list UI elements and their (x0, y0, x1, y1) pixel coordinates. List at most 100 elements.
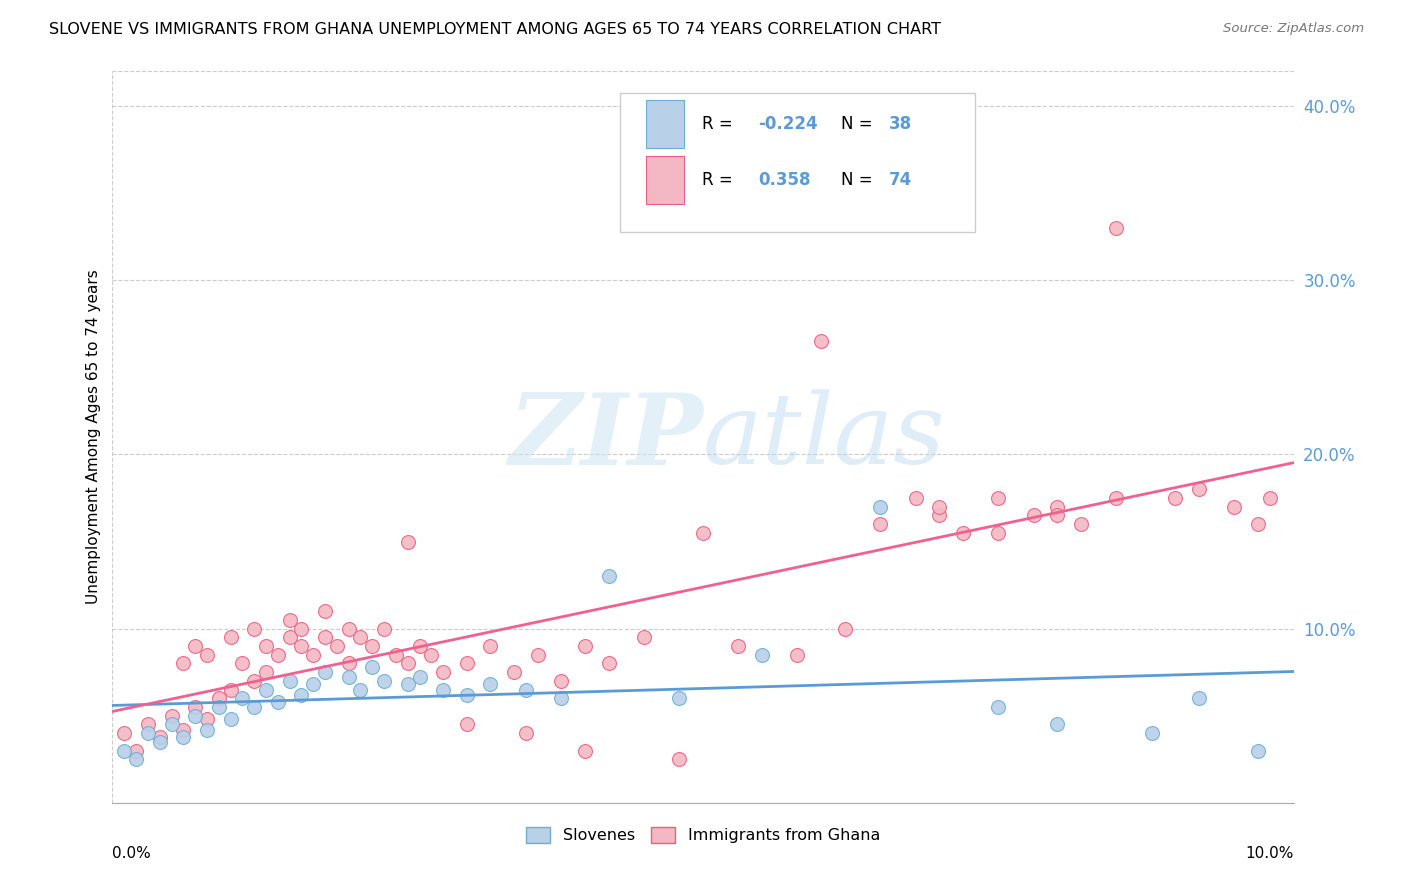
Point (337, 622, 360, 636)
Point (219, 631, 242, 645)
Point (361, 660, 384, 674)
Text: SLOVENE VS IMMIGRANTS FROM GHANA UNEMPLOYMENT AMONG AGES 65 TO 74 YEARS CORRELAT: SLOVENE VS IMMIGRANTS FROM GHANA UNEMPLO… (49, 22, 941, 37)
Point (112, 743, 135, 757)
Point (1070, 517, 1092, 532)
Text: 38: 38 (889, 115, 911, 133)
Point (208, 691, 231, 706)
FancyBboxPatch shape (620, 94, 974, 232)
Point (1140, 726, 1163, 740)
Point (432, 682, 454, 697)
Point (1223, 500, 1246, 514)
Text: atlas: atlas (703, 390, 946, 484)
Point (302, 648, 325, 662)
Point (598, 657, 620, 671)
Text: Source: ZipAtlas.com: Source: ZipAtlas.com (1223, 22, 1364, 36)
Point (373, 673, 395, 688)
Point (136, 717, 159, 731)
Point (526, 648, 548, 662)
Text: ZIP: ZIP (508, 389, 703, 485)
Point (337, 670, 360, 684)
Point (456, 717, 478, 731)
Point (668, 752, 690, 766)
Point (302, 677, 325, 691)
Point (373, 622, 395, 636)
Point (1164, 491, 1187, 505)
Point (396, 534, 419, 549)
Point (267, 648, 290, 662)
Text: 10.0%: 10.0% (1246, 847, 1294, 862)
Point (172, 657, 194, 671)
Point (160, 717, 183, 731)
Point (408, 639, 430, 653)
Point (456, 688, 478, 702)
Point (869, 500, 891, 514)
Point (149, 730, 172, 744)
Point (172, 723, 194, 737)
Point (219, 682, 242, 697)
Text: N =: N = (841, 115, 879, 133)
Point (987, 700, 1010, 714)
Point (574, 639, 596, 653)
Point (361, 639, 384, 653)
Point (136, 726, 159, 740)
Point (952, 525, 974, 540)
Point (254, 682, 277, 697)
Point (112, 726, 135, 740)
Text: -0.224: -0.224 (758, 115, 818, 133)
Point (1046, 717, 1069, 731)
Point (456, 657, 478, 671)
Point (195, 648, 218, 662)
Point (278, 673, 301, 688)
Point (1046, 500, 1069, 514)
Point (396, 677, 419, 691)
Point (195, 712, 218, 726)
Point (1105, 491, 1128, 505)
Point (432, 665, 454, 680)
Point (1046, 508, 1069, 523)
Point (834, 622, 856, 636)
Point (184, 708, 207, 723)
Point (195, 723, 218, 737)
Point (550, 673, 572, 688)
Point (243, 700, 266, 714)
Point (987, 491, 1010, 505)
Point (408, 670, 430, 684)
Point (231, 657, 253, 671)
Point (160, 708, 183, 723)
Point (314, 665, 336, 680)
Y-axis label: Unemployment Among Ages 65 to 74 years: Unemployment Among Ages 65 to 74 years (86, 269, 101, 605)
Point (515, 682, 537, 697)
Point (1105, 221, 1128, 235)
Point (337, 657, 360, 671)
Point (184, 700, 207, 714)
Bar (647, 100, 685, 148)
Point (278, 613, 301, 627)
Point (1247, 517, 1270, 532)
Point (125, 752, 148, 766)
Point (149, 735, 172, 749)
Point (479, 639, 502, 653)
Point (751, 648, 773, 662)
Point (184, 639, 207, 653)
Point (219, 712, 242, 726)
Point (349, 631, 371, 645)
Point (810, 334, 832, 349)
Point (349, 682, 371, 697)
Point (267, 695, 290, 709)
Text: N =: N = (841, 171, 879, 189)
Point (479, 677, 502, 691)
Point (1022, 508, 1045, 523)
Point (231, 691, 253, 706)
Point (385, 648, 408, 662)
Point (904, 491, 927, 505)
Text: 0.0%: 0.0% (112, 847, 152, 862)
Point (396, 657, 419, 671)
Point (326, 639, 349, 653)
Point (208, 700, 231, 714)
Text: 74: 74 (889, 171, 911, 189)
Point (290, 639, 312, 653)
Point (550, 691, 572, 706)
Text: 0.358: 0.358 (758, 171, 811, 189)
Point (987, 525, 1010, 540)
Point (172, 730, 194, 744)
